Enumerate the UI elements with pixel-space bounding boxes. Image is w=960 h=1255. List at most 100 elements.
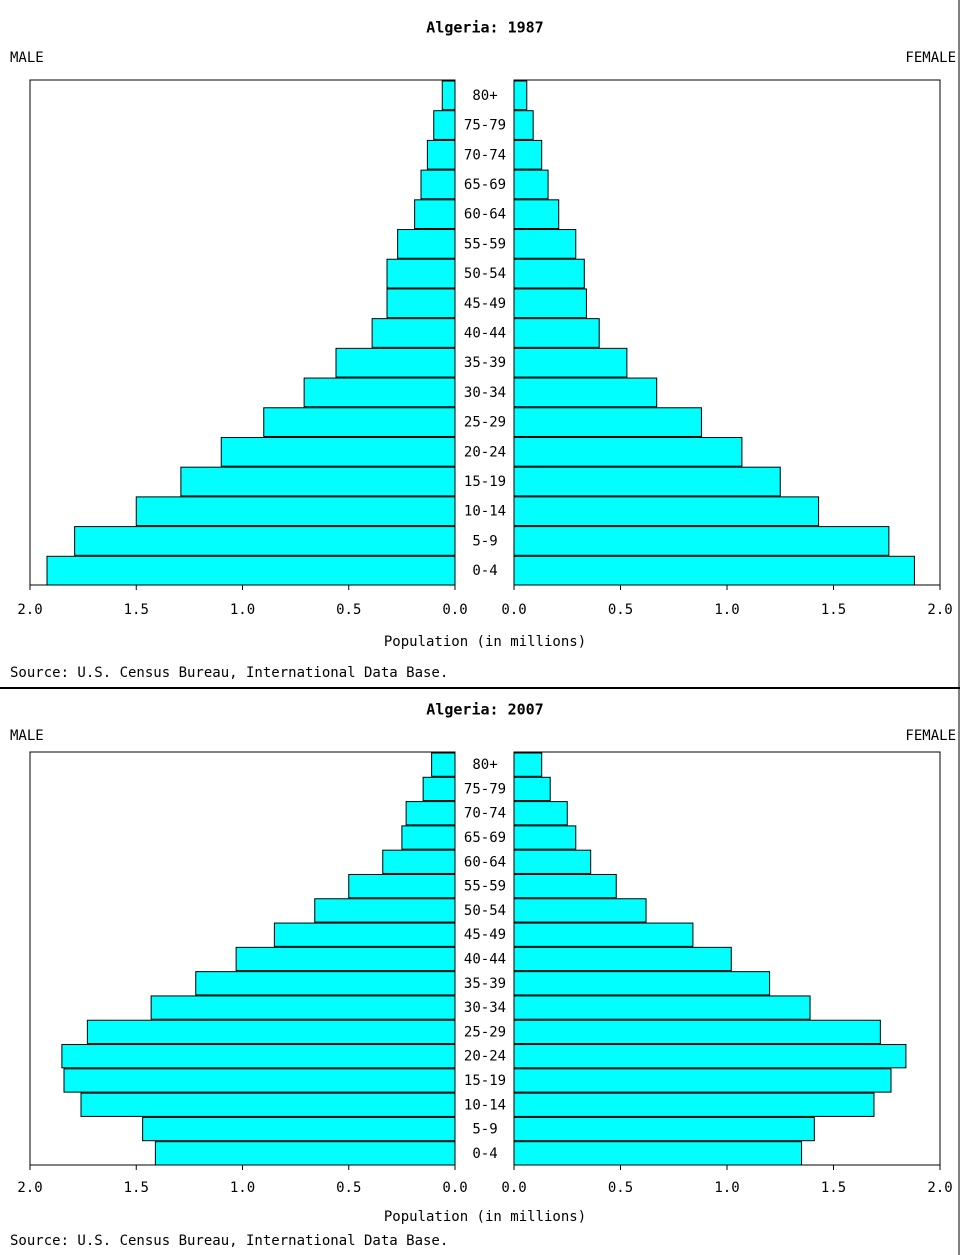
age-label: 30-34 [464,1000,506,1016]
x-tick-label: 0.0 [442,602,467,618]
bar [513,1044,907,1069]
bar [513,526,890,556]
bar [61,1044,456,1069]
x-tick-label: 1.0 [230,602,255,618]
bar [513,1019,881,1045]
age-label: 0-4 [472,563,497,579]
x-tick-label: 1.0 [230,1180,255,1196]
bar [195,971,456,996]
age-label: 65-69 [464,830,506,846]
bar [513,922,694,947]
x-tick-label: 0.5 [336,602,361,618]
bar [513,466,781,497]
bar [513,496,820,527]
x-tick-label: 0.5 [608,1180,633,1196]
x-tick-label: 1.0 [714,602,739,618]
age-label: 70-74 [464,806,506,822]
bar [513,825,577,850]
age-label: 45-49 [464,296,506,312]
bar [513,347,628,378]
bar [273,922,456,947]
x-tick-label: 1.5 [821,1180,846,1196]
age-label: 20-24 [464,1049,506,1065]
bar [63,1068,456,1093]
source-note: Source: U.S. Census Bureau, Internationa… [10,665,448,681]
bar [386,258,456,289]
bar [80,1092,456,1117]
age-label: 75-79 [464,118,506,134]
age-label: 40-44 [464,326,506,342]
bar [513,199,560,230]
x-tick-label: 0.0 [442,1180,467,1196]
age-label: 10-14 [464,1097,506,1113]
bar [135,496,456,527]
bar [513,229,577,259]
bar [263,407,456,437]
bar [513,801,568,826]
bar [314,898,456,923]
age-label: 40-44 [464,952,506,968]
bar [513,139,543,170]
bar [513,873,617,899]
bar [220,436,456,467]
bar [513,776,551,802]
bar [150,995,456,1020]
age-label: 55-59 [464,236,506,252]
age-label: 50-54 [464,266,506,282]
bar [405,801,456,826]
bar [142,1116,456,1142]
bar [513,1092,875,1117]
x-tick-label: 1.5 [124,602,149,618]
bar [348,873,456,899]
bar [513,169,549,200]
x-tick-label: 1.5 [821,602,846,618]
bar [431,752,456,777]
bar [513,752,543,777]
x-tick-label: 2.0 [17,1180,42,1196]
bar [397,229,456,259]
bar [371,318,456,348]
x-tick-label: 0.0 [501,1180,526,1196]
bar [513,436,743,467]
age-label: 0-4 [472,1146,497,1162]
bar [382,849,456,874]
legend-female: FEMALE [905,728,956,744]
age-label: 25-29 [464,415,506,431]
bar [386,288,456,319]
x-tick-label: 2.0 [17,602,42,618]
legend-female: FEMALE [905,50,956,66]
bar [46,555,456,586]
x-tick-label: 2.0 [927,602,952,618]
bar [303,377,456,408]
age-label: 35-39 [464,976,506,992]
x-tick-label: 0.0 [501,602,526,618]
x-tick-label: 0.5 [336,1180,361,1196]
x-axis-label: Population (in millions) [384,1209,586,1225]
age-label: 55-59 [464,879,506,895]
age-label: 20-24 [464,444,506,460]
age-label: 45-49 [464,927,506,943]
age-label: 65-69 [464,177,506,193]
bar [414,199,456,230]
bar [426,139,456,170]
bar [335,347,456,378]
bar [513,995,811,1020]
bar [513,555,915,586]
bar [433,110,456,140]
bar [513,1068,892,1093]
legend-male: MALE [10,728,44,744]
x-tick-label: 0.5 [608,602,633,618]
age-label: 10-14 [464,504,506,520]
age-label: 75-79 [464,781,506,797]
age-label: 60-64 [464,207,506,223]
age-label: 30-34 [464,385,506,401]
age-label: 70-74 [464,147,506,163]
chart-title: Algeria: 1987 [426,19,543,37]
age-label: 25-29 [464,1024,506,1040]
x-tick-label: 2.0 [927,1180,952,1196]
x-axis-label: Population (in millions) [384,634,586,650]
age-label: 5-9 [472,1122,497,1138]
source-note: Source: U.S. Census Bureau, Internationa… [10,1233,448,1249]
